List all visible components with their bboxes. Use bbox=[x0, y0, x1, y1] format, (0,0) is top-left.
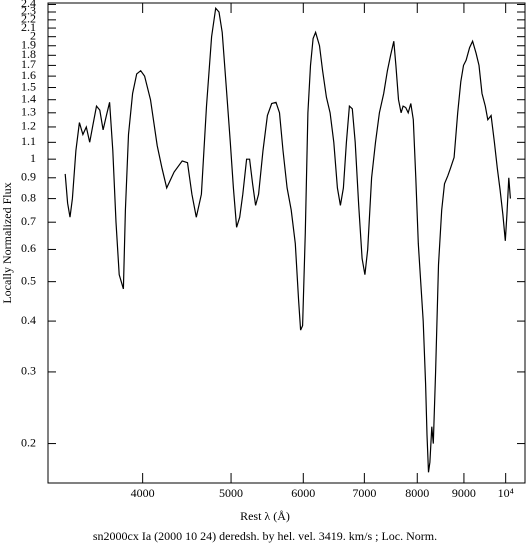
x-axis-label: Rest λ (Å) bbox=[240, 509, 290, 523]
spectrum-line bbox=[64, 6, 511, 473]
y-tick-label: 2 bbox=[30, 28, 36, 42]
y-tick-label: 0.8 bbox=[21, 190, 36, 204]
y-tick-label: 0.3 bbox=[21, 364, 36, 378]
y-tick-label: 0.7 bbox=[21, 214, 36, 228]
y-axis-label: Locally Normalized Flux bbox=[0, 182, 14, 303]
x-tick-label: 8000 bbox=[405, 486, 429, 500]
y-tick-label: 2.1 bbox=[21, 20, 36, 34]
y-tick-label: 1.3 bbox=[21, 105, 36, 119]
x-tick-label: 7000 bbox=[352, 486, 376, 500]
y-tick-label: 2.4 bbox=[21, 0, 36, 10]
y-tick-label: 0.5 bbox=[21, 273, 36, 287]
x-tick-label: 6000 bbox=[291, 486, 315, 500]
y-tick-label: 0.6 bbox=[21, 241, 36, 255]
y-tick-label: 2.2 bbox=[21, 12, 36, 26]
y-tick-label: 1.9 bbox=[21, 37, 36, 51]
caption: sn2000cx Ia (2000 10 24) deredsh. by hel… bbox=[93, 529, 437, 543]
y-tick-label: 0.2 bbox=[21, 435, 36, 449]
plot-frame bbox=[47, 2, 526, 484]
y-tick-label: 0.4 bbox=[21, 313, 36, 327]
y-tick-label: 1.5 bbox=[21, 79, 36, 93]
y-tick-label: 1.1 bbox=[21, 134, 36, 148]
y-tick-label: 1.6 bbox=[21, 68, 36, 82]
x-tick-label: 9000 bbox=[452, 486, 476, 500]
y-tick-label: 0.9 bbox=[21, 170, 36, 184]
y-tick-label: 1.4 bbox=[21, 91, 36, 105]
x-tick-label: 4000 bbox=[131, 486, 155, 500]
y-tick-label: 1.7 bbox=[21, 57, 36, 71]
y-tick-label: 1 bbox=[30, 151, 36, 165]
y-tick-label: 2.3 bbox=[21, 4, 36, 18]
x-tick-label: 10⁴ bbox=[498, 486, 514, 500]
y-tick-label: 1.8 bbox=[21, 47, 36, 61]
y-tick-label: 1.2 bbox=[21, 119, 36, 133]
x-tick-label: 5000 bbox=[219, 486, 243, 500]
